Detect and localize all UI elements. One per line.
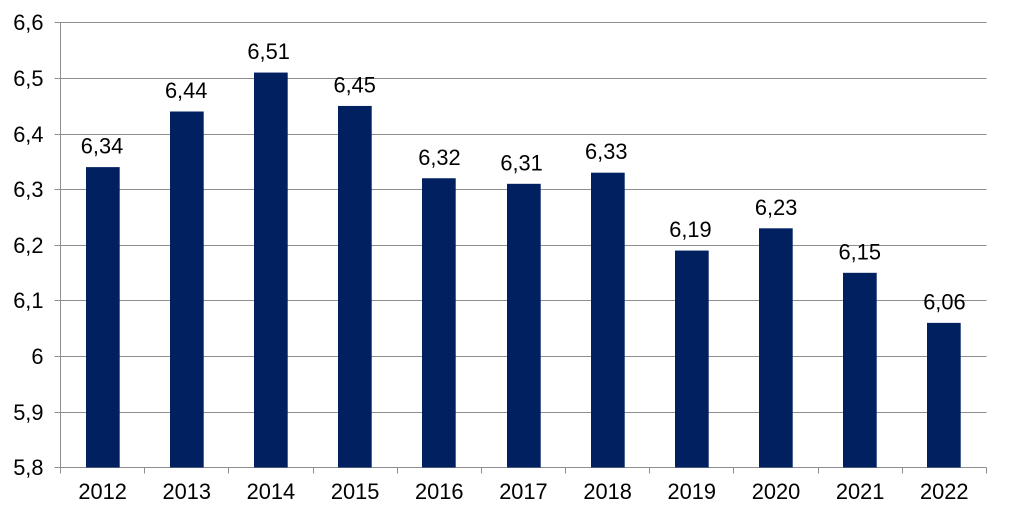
svg-text:6,1: 6,1 xyxy=(13,288,43,313)
svg-text:2016: 2016 xyxy=(415,479,464,504)
svg-text:6,45: 6,45 xyxy=(333,72,375,97)
svg-text:6,23: 6,23 xyxy=(755,195,797,220)
svg-text:2012: 2012 xyxy=(78,479,127,504)
svg-text:2019: 2019 xyxy=(668,479,717,504)
svg-text:5,9: 5,9 xyxy=(13,400,43,425)
svg-text:2017: 2017 xyxy=(499,479,548,504)
svg-text:6,3: 6,3 xyxy=(13,177,43,202)
svg-text:6,4: 6,4 xyxy=(13,122,43,147)
svg-text:6,34: 6,34 xyxy=(81,134,123,159)
svg-text:6: 6 xyxy=(31,344,43,369)
svg-text:6,2: 6,2 xyxy=(13,233,43,258)
svg-text:6,31: 6,31 xyxy=(500,150,542,175)
svg-text:6,51: 6,51 xyxy=(247,39,289,64)
svg-text:6,15: 6,15 xyxy=(839,239,881,264)
svg-text:6,44: 6,44 xyxy=(165,78,207,103)
svg-text:2014: 2014 xyxy=(247,479,296,504)
svg-text:6,5: 6,5 xyxy=(13,66,43,91)
svg-text:2022: 2022 xyxy=(920,479,969,504)
svg-text:5,8: 5,8 xyxy=(13,455,43,480)
svg-text:6,19: 6,19 xyxy=(669,217,711,242)
svg-text:2021: 2021 xyxy=(836,479,885,504)
svg-text:6,33: 6,33 xyxy=(585,139,627,164)
svg-text:6,06: 6,06 xyxy=(923,289,965,314)
svg-text:6,6: 6,6 xyxy=(13,10,43,35)
svg-text:2013: 2013 xyxy=(163,479,212,504)
svg-text:6,32: 6,32 xyxy=(418,145,460,170)
svg-text:2015: 2015 xyxy=(331,479,380,504)
svg-text:2018: 2018 xyxy=(583,479,632,504)
svg-text:2020: 2020 xyxy=(752,479,801,504)
